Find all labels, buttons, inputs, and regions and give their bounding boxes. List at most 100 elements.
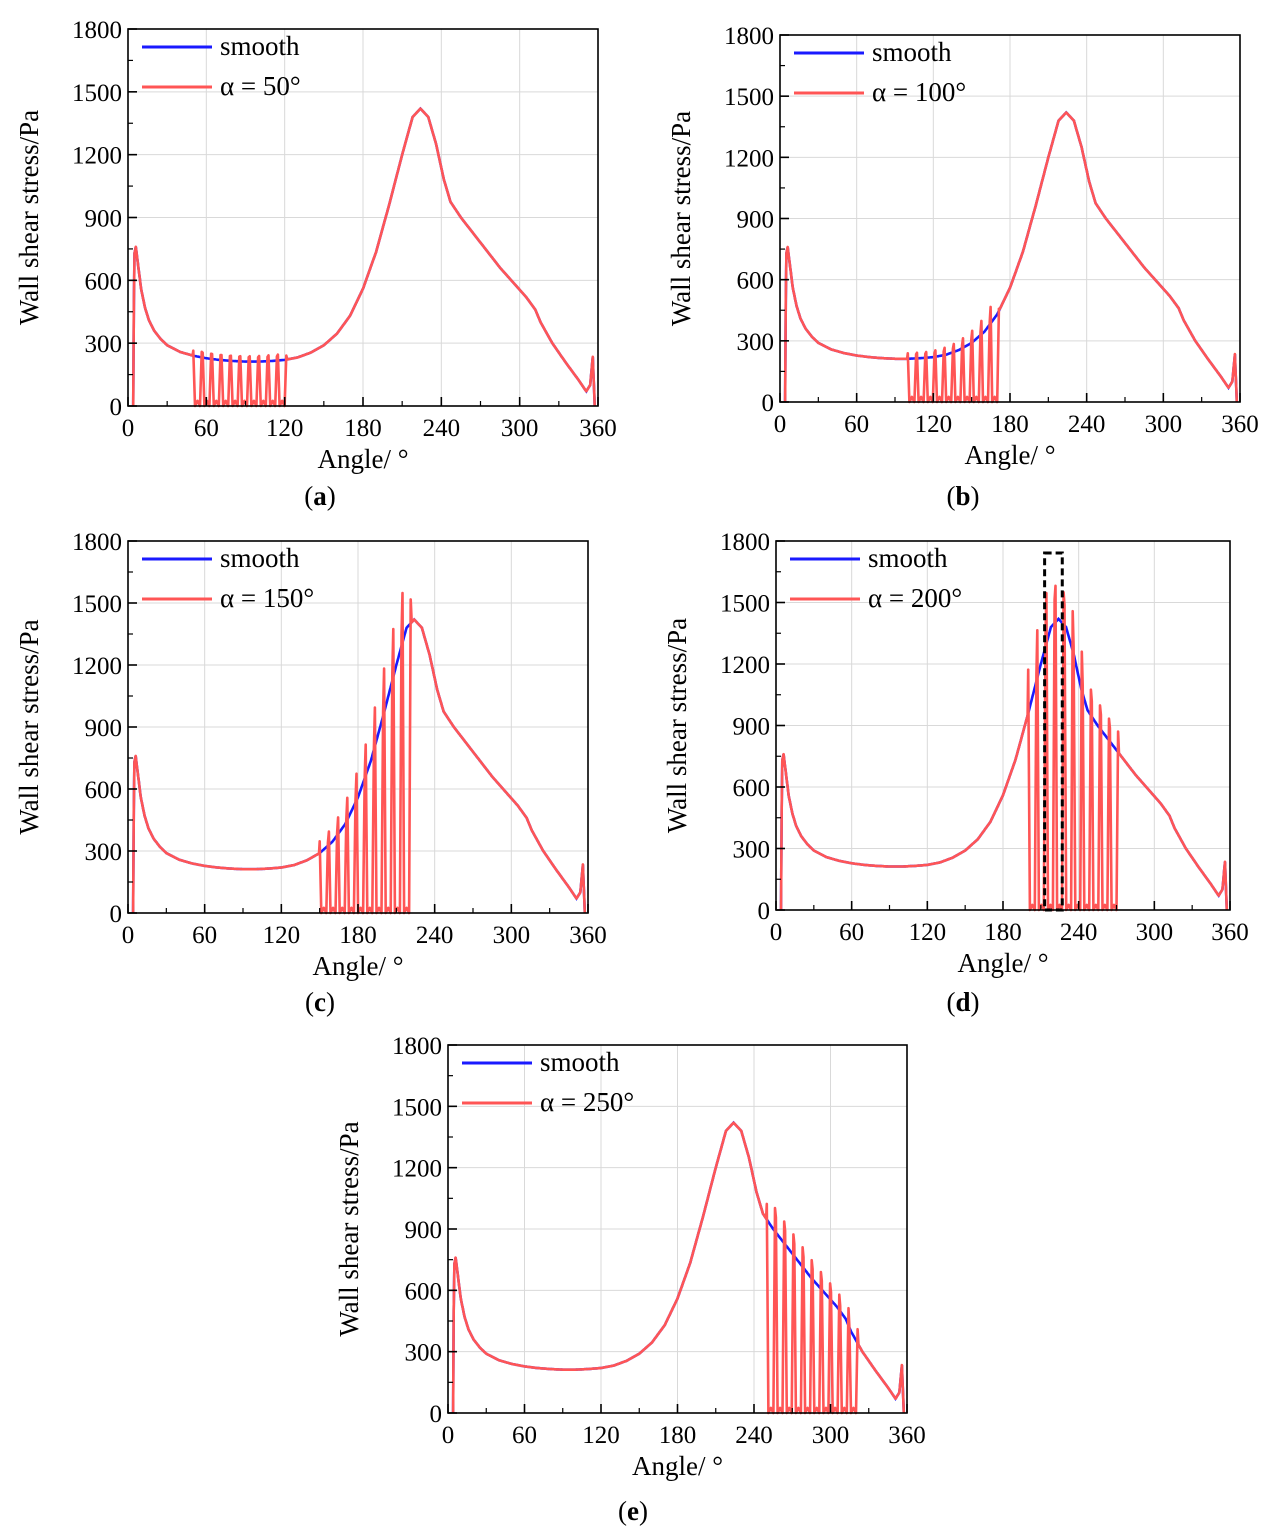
x-tick-label: 360 (579, 415, 617, 442)
legend-label-0: smooth (540, 1047, 620, 1077)
x-tick-label: 300 (1136, 919, 1174, 946)
caption-letter: d (955, 987, 970, 1017)
legend-label-1: α = 50° (220, 71, 301, 101)
legend-label-1: α = 250° (540, 1087, 634, 1117)
panel-caption: (b) (946, 481, 979, 511)
x-tick-label: 360 (1221, 411, 1259, 438)
x-tick-label: 60 (839, 919, 864, 946)
legend-label-1: α = 150° (220, 583, 314, 613)
x-tick-label: 0 (442, 1422, 455, 1449)
y-tick-label: 900 (733, 714, 771, 741)
caption-open: ( (305, 987, 314, 1017)
x-tick-label: 300 (501, 415, 539, 442)
series-line-grooved (451, 1121, 906, 1415)
panel-caption: (d) (946, 987, 979, 1017)
y-tick-label: 900 (405, 1217, 443, 1244)
series-line-smooth (131, 617, 587, 914)
y-tick-label: 900 (85, 206, 123, 233)
legend: smooth α = 50° (142, 31, 301, 101)
y-tick-label: 1800 (72, 17, 122, 44)
series-line-smooth (783, 110, 1239, 403)
chart-panel-e: 0 60 120 180 240 300 360 0 300 600 900 1200 1500 1800… (334, 1033, 926, 1526)
legend: smooth α = 200° (790, 543, 962, 613)
legend-label-1: α = 200° (868, 583, 962, 613)
x-tick-label: 240 (1060, 919, 1098, 946)
x-axis-title: Angle/ ° (317, 444, 408, 474)
caption-letter: a (313, 481, 327, 511)
y-tick-label: 1200 (72, 143, 122, 170)
series-line-smooth (451, 1120, 906, 1414)
y-tick-label: 1800 (724, 23, 774, 50)
x-tick-label: 60 (512, 1422, 537, 1449)
x-tick-label: 300 (812, 1422, 850, 1449)
y-tick-label: 300 (405, 1340, 443, 1367)
caption-close: ) (971, 987, 980, 1017)
y-tick-label: 1500 (72, 591, 122, 618)
legend-label-0: smooth (220, 543, 300, 573)
y-tick-label: 1500 (720, 591, 770, 618)
caption-close: ) (639, 1496, 648, 1526)
x-tick-label: 180 (344, 415, 382, 442)
x-tick-label: 60 (192, 922, 217, 949)
x-tick-label: 240 (423, 415, 461, 442)
series-line-grooved (131, 107, 596, 408)
x-tick-label: 300 (493, 922, 531, 949)
caption-letter: c (314, 987, 326, 1017)
x-tick-label: 240 (1068, 411, 1106, 438)
caption-letter: e (627, 1496, 639, 1526)
series-line-smooth (779, 616, 1229, 911)
y-tick-label: 0 (110, 394, 123, 421)
caption-letter: b (955, 481, 970, 511)
caption-open: ( (946, 987, 955, 1017)
x-tick-label: 300 (1145, 411, 1183, 438)
chart-panel-c: 0 60 120 180 240 300 360 0 300 600 900 1200 1500 1800… (14, 529, 607, 1017)
grid (779, 34, 1241, 403)
x-tick-label: 120 (909, 919, 947, 946)
x-tick-label: 0 (122, 922, 135, 949)
y-tick-label: 300 (737, 329, 775, 356)
x-tick-label: 60 (844, 411, 869, 438)
legend-label-0: smooth (872, 37, 952, 67)
caption-open: ( (304, 481, 313, 511)
y-tick-label: 1500 (392, 1094, 442, 1121)
y-tick-label: 300 (85, 839, 123, 866)
x-tick-label: 0 (122, 415, 135, 442)
legend: smooth α = 100° (794, 37, 966, 107)
x-tick-label: 0 (770, 919, 783, 946)
caption-close: ) (326, 987, 335, 1017)
x-axis-title: Angle/ ° (632, 1451, 723, 1481)
legend-label-1: α = 100° (872, 77, 966, 107)
y-tick-label: 900 (737, 207, 775, 234)
x-tick-label: 240 (416, 922, 454, 949)
y-tick-label: 1200 (72, 653, 122, 680)
panel-caption: (e) (618, 1496, 648, 1526)
series-line-grooved (779, 584, 1229, 912)
y-tick-label: 1800 (720, 529, 770, 556)
y-axis-title: Wall shear stress/Pa (666, 111, 696, 326)
y-tick-label: 1800 (72, 529, 122, 556)
x-tick-label: 240 (735, 1422, 773, 1449)
x-tick-label: 180 (991, 411, 1029, 438)
y-tick-label: 1500 (72, 80, 122, 107)
y-tick-label: 600 (85, 268, 123, 295)
grid (775, 540, 1231, 911)
x-axis-title: Angle/ ° (964, 440, 1055, 470)
y-tick-label: 0 (110, 901, 123, 928)
x-tick-label: 360 (569, 922, 607, 949)
x-tick-label: 120 (915, 411, 953, 438)
y-tick-label: 600 (405, 1278, 443, 1305)
series-line-grooved (131, 591, 587, 915)
x-tick-label: 180 (659, 1422, 697, 1449)
y-tick-label: 600 (85, 777, 123, 804)
series-line-grooved (783, 111, 1239, 404)
x-tick-label: 360 (1211, 919, 1249, 946)
y-axis-title: Wall shear stress/Pa (14, 619, 44, 834)
legend-label-0: smooth (868, 543, 948, 573)
y-axis-title: Wall shear stress/Pa (334, 1121, 364, 1336)
legend: smooth α = 250° (462, 1047, 634, 1117)
y-tick-label: 0 (430, 1401, 443, 1428)
y-tick-label: 300 (85, 331, 123, 358)
y-axis-title: Wall shear stress/Pa (14, 110, 44, 325)
panel-caption: (c) (305, 987, 335, 1017)
